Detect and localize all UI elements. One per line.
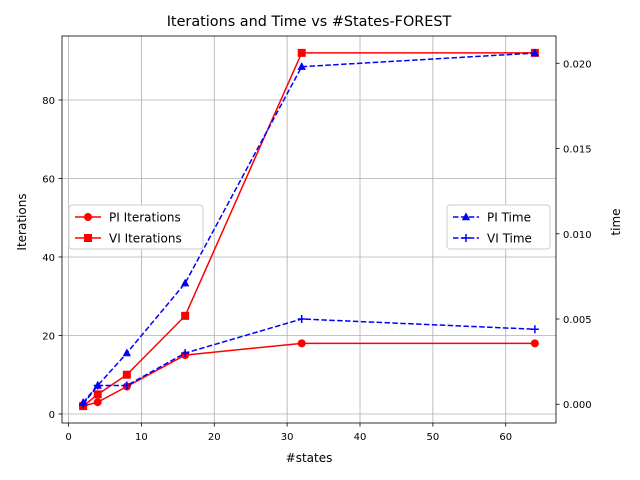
y-left-tick-label: 40 [42,253,55,264]
vi-time-point [93,381,102,390]
legend-vi-iterations-label: VI Iterations [109,232,182,246]
legend-pi-time-marker [461,212,471,221]
vi-time-point [530,325,539,334]
pi-iterations-line [82,342,535,407]
x-tick-label: 20 [208,432,221,443]
legend-pi-iterations-label: PI Iterations [109,211,181,225]
legend-iterations: PI Iterations VI Iterations [68,204,204,250]
x-axis-label: #states [286,451,333,465]
x-tick-label: 60 [499,432,512,443]
y-right-tick-label: 0.000 [563,400,592,411]
vi-time-line [82,318,535,405]
vi-iterations-point [181,311,190,320]
legend-pi-time-label: PI Time [487,211,531,225]
y-right-tick-label: 0.005 [563,315,592,326]
vi-time-point [297,315,306,324]
vi-iterations-point [122,370,131,379]
y-right-tick-label: 0.020 [563,59,592,70]
vi-time-point [79,400,88,409]
chart-title: Iterations and Time vs #States-FOREST [167,14,452,30]
y-left-tick-label: 0 [49,410,55,421]
vi-iterations-point [93,390,102,399]
vi-time-point [122,381,131,390]
legend-vi-iterations-marker [84,234,92,242]
plot-frame [61,35,557,424]
x-tick-label: 0 [65,432,71,443]
legend-time: PI Time VI Time [446,204,551,250]
y-left-tick-label: 60 [42,174,55,185]
pi-iterations-point [297,339,306,348]
pi-time-point [180,278,190,287]
vi-iterations-point [297,48,306,57]
x-tick-label: 50 [426,432,439,443]
vi-time-point [181,349,190,358]
y-right-axis-label: time [609,208,623,235]
legend-pi-iterations-marker [84,213,92,221]
pi-iterations-point [530,339,539,348]
y-right-tick-label: 0.010 [563,230,592,241]
x-tick-label: 30 [281,432,294,443]
pi-iterations-point [93,398,102,407]
pi-time-point [122,348,132,357]
pi-time-point [297,62,306,70]
y-right-tick-label: 0.015 [563,145,592,156]
y-left-tick-label: 20 [42,331,55,342]
legend-box [68,204,204,250]
legend-vi-time-label: VI Time [487,232,532,246]
legend-vi-time-marker [462,234,470,242]
pi-time-point [530,48,540,57]
x-tick-label: 40 [354,432,367,443]
y-left-tick-label: 80 [42,96,55,107]
x-tick-label: 10 [135,432,148,443]
y-left-axis-label: Iterations [15,193,29,250]
